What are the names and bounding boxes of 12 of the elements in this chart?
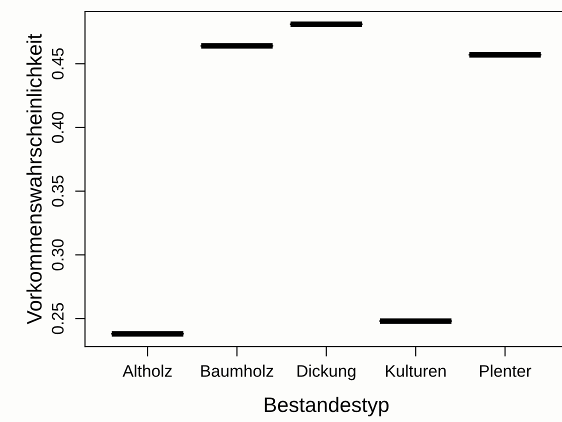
- y-axis-title: Vorkommenswahrscheinlichkeit: [26, 34, 42, 324]
- y-tick-label: 0.25: [52, 303, 64, 334]
- y-tick-label: 0.40: [52, 112, 64, 144]
- y-tick-label: 0.30: [52, 239, 64, 270]
- x-tick-label: Baumholz: [201, 364, 274, 377]
- y-tick-label: 0.35: [52, 176, 64, 207]
- y-tick-label: 0.45: [52, 48, 64, 80]
- x-axis-title: Bestandestyp: [264, 396, 389, 416]
- x-tick-label: Altholz: [122, 364, 172, 377]
- x-tick-label: Kulturen: [386, 364, 446, 377]
- x-tick-label: Dickung: [298, 364, 356, 380]
- x-tick-label: Plenter: [480, 364, 532, 377]
